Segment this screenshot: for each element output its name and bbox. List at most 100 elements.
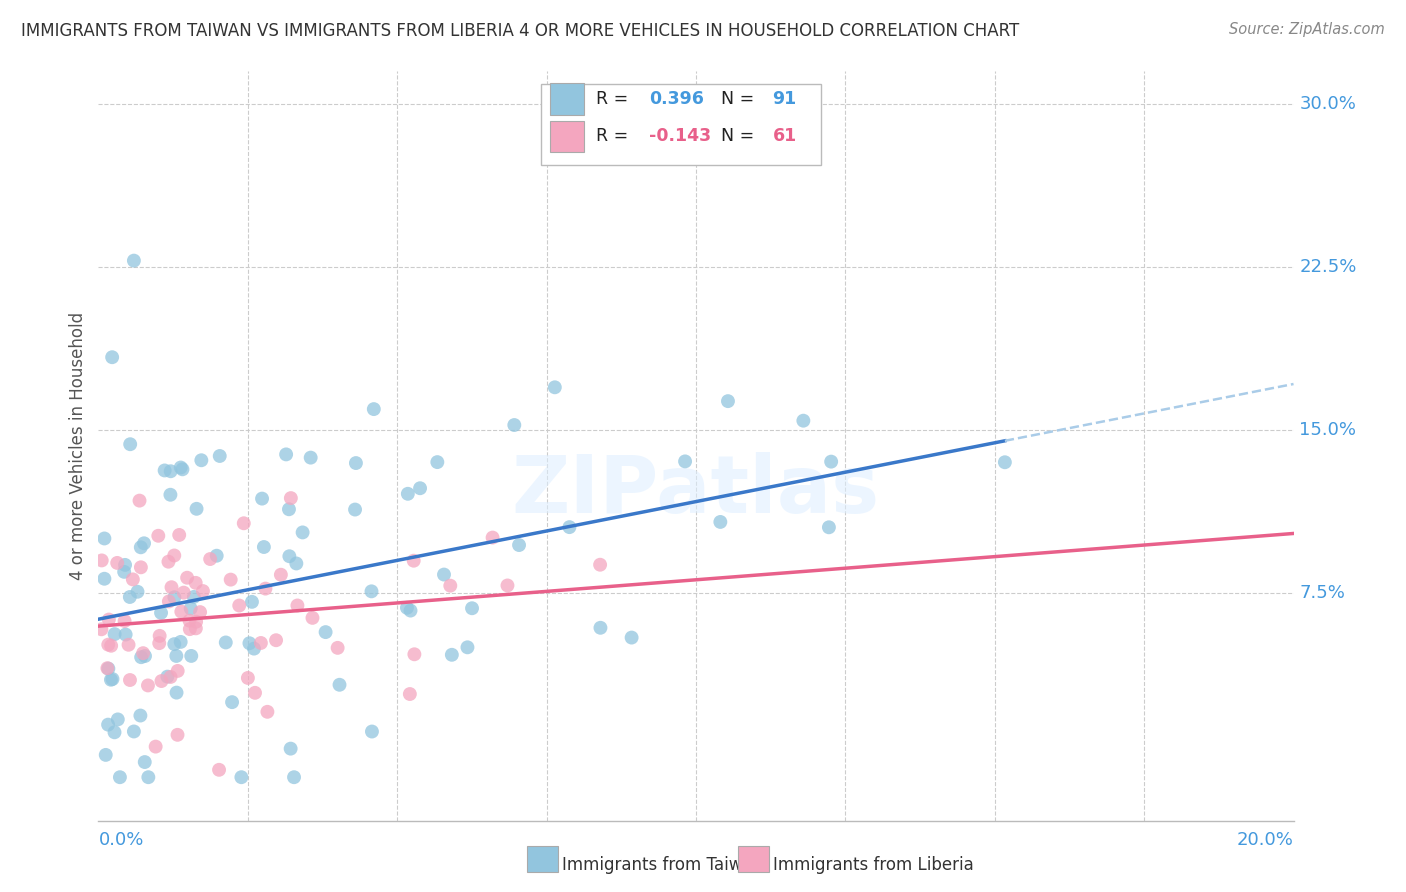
- Point: [100, 673, 122, 687]
- Point: [285, 557, 308, 571]
- Point: [134, 755, 156, 769]
- Point: [165, 648, 187, 663]
- Text: 30.0%: 30.0%: [1299, 95, 1357, 113]
- Point: [589, 621, 612, 635]
- Point: [128, 493, 150, 508]
- Point: [93, 572, 115, 586]
- Point: [208, 449, 231, 463]
- Point: [170, 605, 193, 619]
- Point: [129, 708, 152, 723]
- Y-axis label: 4 or more Vehicles in Household: 4 or more Vehicles in Household: [69, 312, 87, 580]
- Point: [205, 549, 228, 563]
- Point: [150, 606, 173, 620]
- Point: [159, 488, 181, 502]
- Point: [163, 549, 186, 563]
- Point: [508, 538, 530, 552]
- FancyBboxPatch shape: [541, 84, 821, 165]
- Text: 0.0%: 0.0%: [98, 831, 143, 849]
- Point: [176, 571, 198, 585]
- Point: [232, 516, 254, 531]
- Text: 0.396: 0.396: [650, 90, 704, 108]
- Point: [180, 648, 202, 663]
- Point: [236, 671, 259, 685]
- Point: [97, 613, 120, 627]
- Point: [166, 728, 188, 742]
- Point: [188, 605, 211, 619]
- Point: [544, 380, 567, 394]
- Point: [426, 455, 449, 469]
- Point: [94, 747, 117, 762]
- Point: [299, 450, 322, 465]
- Point: [439, 579, 461, 593]
- Point: [145, 739, 167, 754]
- Text: R =: R =: [596, 90, 633, 108]
- Point: [253, 540, 276, 554]
- Point: [396, 487, 419, 501]
- Point: [326, 640, 349, 655]
- Point: [589, 558, 612, 572]
- Point: [402, 554, 425, 568]
- Point: [122, 253, 145, 268]
- Point: [276, 447, 298, 461]
- Point: [344, 502, 367, 516]
- Point: [344, 456, 367, 470]
- Point: [399, 604, 422, 618]
- Point: [270, 567, 292, 582]
- Point: [558, 520, 581, 534]
- Point: [461, 601, 484, 615]
- Point: [186, 501, 208, 516]
- Point: [101, 672, 124, 686]
- Point: [157, 594, 180, 608]
- Point: [148, 529, 170, 543]
- Text: 20.0%: 20.0%: [1237, 831, 1294, 849]
- Point: [481, 531, 503, 545]
- Point: [157, 555, 180, 569]
- Point: [264, 633, 287, 648]
- FancyBboxPatch shape: [550, 83, 583, 115]
- Point: [409, 481, 432, 495]
- Point: [208, 763, 231, 777]
- Point: [117, 638, 139, 652]
- Point: [149, 629, 172, 643]
- Point: [398, 687, 420, 701]
- Point: [112, 565, 135, 579]
- Point: [97, 638, 120, 652]
- Point: [250, 636, 273, 650]
- Point: [709, 515, 731, 529]
- Point: [138, 770, 160, 784]
- Text: -0.143: -0.143: [650, 128, 711, 145]
- Point: [166, 685, 188, 699]
- Point: [280, 491, 302, 505]
- Point: [278, 549, 301, 564]
- Point: [166, 664, 188, 678]
- Point: [93, 532, 115, 546]
- Point: [105, 556, 128, 570]
- Point: [280, 741, 302, 756]
- Point: [440, 648, 463, 662]
- Point: [404, 648, 426, 662]
- Point: [101, 350, 124, 364]
- Point: [179, 614, 201, 628]
- Point: [250, 491, 273, 506]
- Point: [215, 635, 238, 649]
- Text: 7.5%: 7.5%: [1299, 583, 1346, 601]
- Point: [108, 770, 131, 784]
- Point: [456, 640, 478, 655]
- Point: [172, 462, 194, 476]
- Point: [118, 590, 141, 604]
- Point: [160, 580, 183, 594]
- Point: [100, 639, 122, 653]
- Point: [190, 453, 212, 467]
- Point: [134, 648, 156, 663]
- Point: [360, 584, 382, 599]
- Point: [159, 670, 181, 684]
- Point: [104, 627, 127, 641]
- Point: [315, 625, 337, 640]
- Text: Immigrants from Liberia: Immigrants from Liberia: [773, 856, 974, 874]
- Point: [153, 463, 176, 477]
- Text: 22.5%: 22.5%: [1299, 258, 1357, 276]
- Point: [221, 695, 243, 709]
- Text: Immigrants from Taiwan: Immigrants from Taiwan: [562, 856, 763, 874]
- Point: [159, 464, 181, 478]
- Point: [184, 615, 207, 629]
